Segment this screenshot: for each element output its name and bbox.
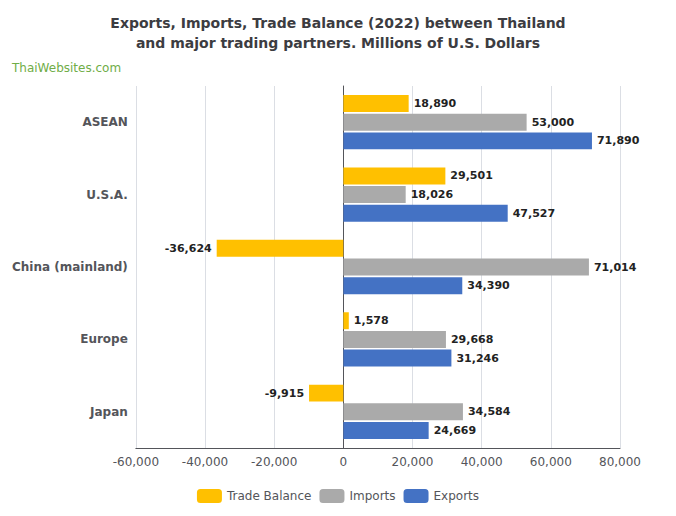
svg-text:53,000: 53,000 — [532, 116, 575, 129]
svg-text:ThaiWebsites.com: ThaiWebsites.com — [11, 61, 121, 75]
svg-text:20,000: 20,000 — [392, 455, 434, 469]
svg-text:18,026: 18,026 — [411, 188, 454, 201]
svg-text:34,584: 34,584 — [468, 405, 511, 418]
svg-text:China (mainland): China (mainland) — [12, 260, 128, 274]
svg-text:Europe: Europe — [80, 332, 128, 346]
svg-text:29,668: 29,668 — [451, 333, 493, 346]
svg-text:71,890: 71,890 — [597, 134, 640, 147]
svg-text:47,527: 47,527 — [513, 207, 555, 220]
svg-text:40,000: 40,000 — [461, 455, 503, 469]
svg-text:Imports: Imports — [349, 489, 395, 503]
svg-text:71,014: 71,014 — [594, 261, 637, 274]
svg-text:Trade Balance: Trade Balance — [226, 489, 312, 503]
svg-text:-40,000: -40,000 — [182, 455, 228, 469]
svg-text:ASEAN: ASEAN — [82, 115, 127, 129]
svg-text:-20,000: -20,000 — [251, 455, 297, 469]
svg-text:and major trading partners. Mi: and major trading partners. Millions of … — [136, 35, 540, 51]
svg-text:Exports, Imports, Trade Balanc: Exports, Imports, Trade Balance (2022) b… — [110, 15, 565, 31]
svg-text:0: 0 — [340, 455, 348, 469]
svg-text:60,000: 60,000 — [530, 455, 572, 469]
svg-text:1,578: 1,578 — [354, 314, 389, 327]
svg-text:U.S.A.: U.S.A. — [86, 188, 128, 202]
svg-text:29,501: 29,501 — [450, 169, 492, 182]
svg-text:18,890: 18,890 — [414, 97, 457, 110]
svg-text:Japan: Japan — [89, 405, 128, 419]
svg-text:-60,000: -60,000 — [113, 455, 159, 469]
svg-text:Exports: Exports — [434, 489, 480, 503]
svg-text:24,669: 24,669 — [434, 424, 476, 437]
svg-text:-36,624: -36,624 — [165, 242, 212, 255]
svg-text:34,390: 34,390 — [467, 279, 510, 292]
svg-text:-9,915: -9,915 — [265, 387, 304, 400]
svg-text:31,246: 31,246 — [456, 352, 499, 365]
svg-text:80,000: 80,000 — [599, 455, 641, 469]
